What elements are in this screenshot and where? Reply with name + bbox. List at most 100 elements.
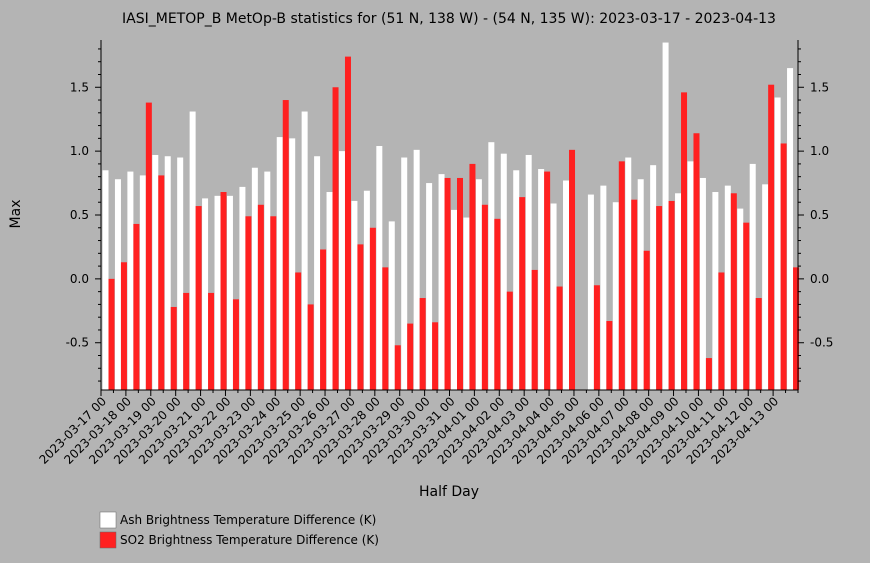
bar-ash: [139, 175, 146, 390]
bar-ash: [226, 195, 233, 390]
bar-ash: [488, 142, 495, 390]
bar-ash: [363, 190, 370, 390]
bar-ash: [699, 177, 706, 390]
bar-ash: [712, 192, 719, 390]
y-axis-label: Max: [8, 200, 24, 229]
y-tick-label: 1.0: [70, 144, 89, 158]
bar-so2: [755, 298, 762, 390]
bar-ash: [388, 221, 395, 390]
bar-ash: [438, 174, 445, 390]
bar-ash: [737, 208, 744, 390]
bar-so2: [145, 102, 152, 390]
bar-so2: [457, 177, 463, 390]
bar-ash: [762, 184, 769, 390]
bar-so2: [569, 149, 576, 390]
bar-so2: [183, 292, 190, 390]
bar-so2: [170, 306, 177, 390]
legend-label-so2: SO2 Brightness Temperature Difference (K…: [120, 533, 379, 547]
bar-so2: [419, 298, 426, 390]
bar-so2: [743, 222, 750, 390]
chart-title: IASI_METOP_B MetOp-B statistics for (51 …: [122, 11, 776, 27]
bar-so2: [282, 100, 289, 390]
bar-ash: [239, 186, 246, 390]
bar-so2: [270, 216, 277, 390]
bar-ash: [600, 185, 607, 390]
bar-ash: [401, 157, 408, 390]
bar-so2: [232, 299, 239, 390]
legend: Ash Brightness Temperature Difference (K…: [99, 511, 379, 549]
bar-ash: [451, 209, 457, 390]
bar-ash: [301, 111, 308, 390]
bar-so2: [768, 84, 775, 391]
y-tick-label: 1.5: [810, 80, 829, 94]
bar-ash: [338, 151, 345, 390]
bar-ash: [637, 179, 644, 390]
bar-so2: [444, 177, 451, 390]
bar-so2: [344, 56, 351, 391]
bar-so2: [295, 272, 302, 390]
bar-so2: [506, 291, 513, 390]
legend-swatch-ash: [99, 511, 117, 529]
bar-so2: [320, 249, 327, 390]
bar-ash: [787, 68, 794, 390]
bar-so2: [718, 272, 725, 390]
bar-ash: [625, 157, 632, 390]
bar-so2: [494, 218, 501, 390]
bar-ash: [251, 167, 258, 390]
bar-so2: [407, 323, 414, 390]
bar-so2: [394, 345, 401, 390]
bar-ash: [687, 161, 694, 390]
bar-ash: [463, 217, 470, 390]
bar-ash: [189, 111, 196, 390]
bar-ash: [177, 157, 184, 390]
legend-label-ash: Ash Brightness Temperature Difference (K…: [120, 513, 376, 527]
bar-so2: [120, 262, 127, 390]
bar-ash: [276, 137, 283, 390]
bar-so2: [593, 285, 600, 390]
bar-ash: [563, 180, 570, 390]
bar-ash: [326, 192, 333, 390]
bar-so2: [606, 321, 613, 390]
bar-so2: [133, 223, 140, 390]
bar-ash: [675, 193, 682, 390]
bar-so2: [369, 227, 376, 390]
bar-so2: [705, 358, 712, 390]
bar-so2: [307, 304, 314, 390]
bar-ash: [650, 165, 657, 390]
bar-ash: [426, 183, 433, 390]
bar-ash: [724, 185, 731, 390]
bar-so2: [469, 163, 476, 390]
bar-so2: [519, 197, 526, 390]
bar-so2: [332, 87, 339, 390]
bar-ash: [264, 171, 271, 390]
bar-ash: [127, 171, 134, 390]
bar-ash: [114, 179, 121, 390]
bar-ash: [500, 153, 507, 390]
bar-so2: [220, 192, 227, 390]
bar-so2: [656, 206, 663, 390]
bar-so2: [158, 175, 165, 390]
bar-so2: [257, 204, 264, 390]
bar-ash: [475, 179, 482, 390]
bar-ash: [202, 198, 209, 390]
bar-ash: [164, 156, 171, 390]
y-tick-label: 0.5: [810, 208, 829, 222]
bar-so2: [631, 199, 638, 390]
y-tick-label: 1.5: [70, 80, 89, 94]
bar-ash: [214, 195, 221, 390]
y-tick-label: 0.0: [810, 272, 829, 286]
bar-so2: [544, 171, 551, 390]
bar-ash: [587, 194, 594, 390]
bar-ash: [662, 42, 669, 391]
bar-so2: [195, 206, 202, 390]
x-axis-label: Half Day: [419, 484, 479, 500]
bar-so2: [208, 292, 215, 390]
bar-so2: [357, 244, 364, 390]
bar-ash: [102, 170, 109, 390]
bar-so2: [668, 200, 675, 390]
bar-so2: [618, 161, 625, 390]
bar-so2: [432, 322, 439, 390]
bar-so2: [643, 250, 650, 390]
bar-so2: [481, 204, 488, 390]
bar-ash: [351, 200, 358, 390]
